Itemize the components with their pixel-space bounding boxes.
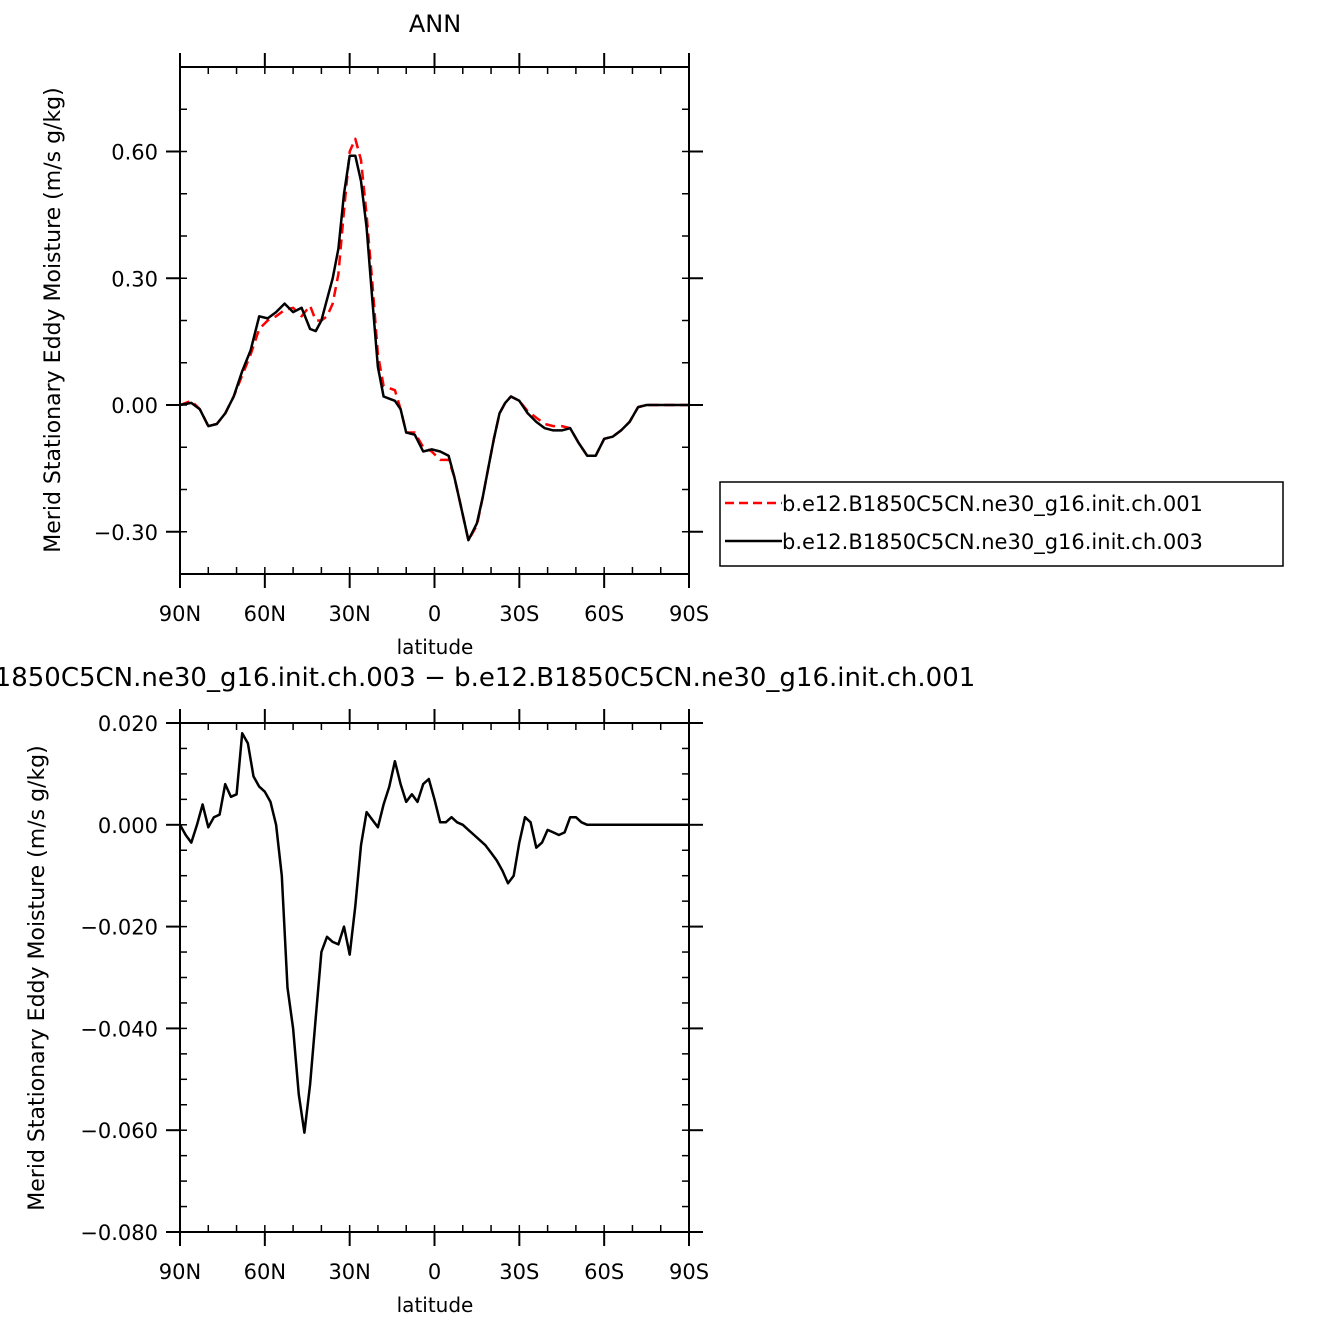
legend-box [719,481,1284,567]
bottom-chart-title: b.e12.B1850C5CN.ne30_g16.init.ch.003 − b… [0,663,975,693]
bottom-x-axis-label: latitude [397,1293,474,1317]
bottom-panel: b.e12.B1850C5CN.ne30_g16.init.ch.003 − b… [0,663,975,1317]
top-y-axis-label: Merid Stationary Eddy Moisture (m/s g/kg… [41,87,66,552]
legend-entry-series-1: b.e12.B1850C5CN.ne30_g16.init.ch.001 [782,492,1203,517]
top-y-tick-label: 0.60 [111,141,158,165]
top-y-tick-label: −0.30 [94,521,158,545]
bottom-x-tick-label: 0 [428,1260,441,1284]
top-x-tick-label: 60S [584,602,624,626]
legend-entry-series-2: b.e12.B1850C5CN.ne30_g16.init.ch.003 [782,530,1203,555]
top-chart-title: ANN [409,10,461,38]
bottom-y-axis-label: Merid Stationary Eddy Moisture (m/s g/kg… [25,745,50,1210]
bottom-x-tick-label: 30N [328,1260,370,1284]
top-x-tick-label: 0 [428,602,441,626]
top-series-layer [179,137,689,542]
bottom-x-tick-label: 90N [159,1260,201,1284]
top-y-tick-label: 0.00 [111,394,158,418]
top-y-tick-label: 0.30 [111,267,158,291]
top-x-tick-label: 90N [159,602,201,626]
top-x-tick-label: 60N [244,602,286,626]
bottom-y-tick-label: −0.060 [80,1119,158,1143]
top-x-tick-label: 90S [669,602,709,626]
bottom-x-tick-label: 60N [244,1260,286,1284]
bottom-y-tick-label: −0.040 [80,1017,158,1041]
bottom-x-tick-label: 30S [499,1260,539,1284]
bottom-x-tick-label: 60S [584,1260,624,1284]
top-x-tick-label: 30N [328,602,370,626]
bottom-series-line-1 [178,731,689,1134]
bottom-series-layer [178,731,689,1134]
top-panel: ANN Merid Stationary Eddy Moisture (m/s … [41,10,1284,659]
top-axes: 0.60 0.30 0.00 −0.30 90N 60N 30N 0 30S 60S 90S [94,53,709,626]
top-x-axis-label: latitude [397,635,474,659]
bottom-y-tick-label: 0.000 [98,814,158,838]
legend: b.e12.B1850C5CN.ne30_g16.init.ch.001 b.e… [719,481,1284,567]
top-series-line-1 [179,137,689,542]
top-series-line-2 [179,154,689,542]
bottom-y-tick-label: −0.080 [80,1221,158,1245]
top-plot-frame [179,66,690,575]
top-x-tick-label: 30S [499,602,539,626]
bottom-y-tick-label: 0.020 [98,712,158,736]
bottom-x-tick-label: 90S [669,1260,709,1284]
bottom-y-tick-label: −0.020 [80,916,158,940]
